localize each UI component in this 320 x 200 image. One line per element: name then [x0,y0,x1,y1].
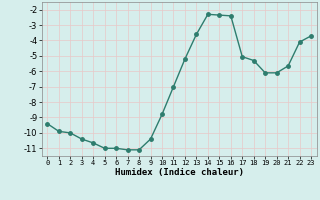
X-axis label: Humidex (Indice chaleur): Humidex (Indice chaleur) [115,168,244,177]
